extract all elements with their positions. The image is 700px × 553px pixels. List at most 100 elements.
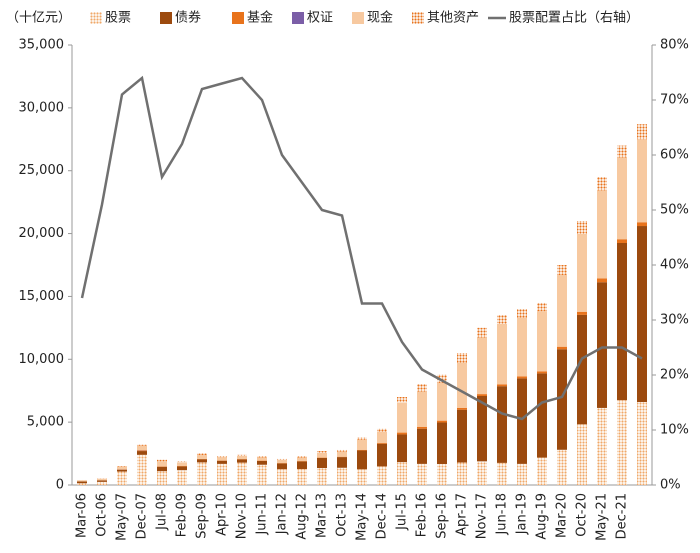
bar-segment (477, 395, 487, 462)
bar-segment (417, 384, 427, 392)
bar-segment (437, 464, 447, 485)
bar-segment (117, 471, 127, 485)
legend-label: 现金 (367, 10, 393, 26)
bar-segment (457, 409, 467, 463)
bar-segment (97, 481, 107, 485)
bar-segment (397, 462, 407, 485)
x-tick-label: Apr-10 (215, 493, 230, 536)
bar-segment (477, 394, 487, 396)
bar-segment (177, 461, 187, 463)
bar-segment (77, 481, 87, 484)
x-tick-label: Jul-15 (395, 493, 410, 531)
x-tick-label: May-07 (115, 493, 130, 541)
bar-segment (117, 466, 127, 467)
legend-swatch (412, 12, 424, 24)
bar-segment (517, 378, 527, 464)
bar-segment (377, 428, 387, 432)
x-tick-label: Feb-16 (415, 493, 430, 537)
bar-segment (477, 327, 487, 338)
y-tick-label: 15,000 (19, 289, 65, 304)
bar-segment (317, 457, 327, 469)
bar-segment (497, 315, 507, 324)
bar-segment (537, 457, 547, 485)
bar-segment (297, 456, 307, 458)
x-tick-label: Mar-20 (555, 493, 570, 538)
bar-segment (537, 373, 547, 458)
bar-segment (517, 376, 527, 379)
y-tick-label: 5,000 (27, 415, 64, 430)
bar-segment (197, 453, 207, 456)
y2-tick-label: 50% (660, 203, 689, 218)
bar-segment (157, 459, 167, 462)
bar-segment (217, 456, 227, 458)
legend-label: 股票配置占比（右轴） (509, 11, 639, 26)
bar-segment (457, 462, 467, 485)
bar-segment (237, 459, 247, 463)
bar-segment (597, 407, 607, 485)
bar-segment (257, 456, 267, 458)
bar-segment (577, 221, 587, 234)
bar-segment (617, 145, 627, 158)
bar-segment (297, 469, 307, 485)
bar-segment (397, 434, 407, 463)
bar-segment (597, 190, 607, 279)
bar-segment (297, 461, 307, 470)
bar-segment (197, 462, 207, 485)
x-tick-label: Mar-13 (315, 493, 330, 538)
bar-segment (377, 431, 387, 444)
bar-segment (497, 384, 507, 387)
x-tick-label: Aug-19 (535, 493, 550, 540)
x-tick-label: Jun-18 (495, 493, 510, 536)
legend-swatch (160, 12, 172, 24)
x-tick-label: Mar-06 (75, 493, 90, 538)
bar-segment (197, 455, 207, 459)
bar-segment (237, 454, 247, 456)
y2-tick-label: 0% (660, 478, 681, 493)
bar-segment (537, 302, 547, 312)
y-tick-label: 10,000 (19, 352, 65, 367)
bar-segment (577, 424, 587, 485)
bar-segment (637, 226, 647, 403)
y-tick-label: 35,000 (19, 38, 65, 53)
x-tick-label: Oct-13 (335, 493, 350, 537)
legend-label: 债券 (175, 10, 201, 26)
y-tick-label: 25,000 (19, 163, 65, 178)
bar-segment (77, 483, 87, 485)
legend-swatch (352, 12, 364, 24)
bar-segment (537, 371, 547, 374)
y2-tick-label: 20% (660, 368, 689, 383)
bar-segment (277, 463, 287, 470)
y-tick-label: 20,000 (19, 226, 65, 241)
bar-segment (137, 451, 147, 455)
bar-segment (117, 469, 127, 472)
bar-segment (377, 443, 387, 444)
y2-tick-label: 10% (660, 423, 689, 438)
bar-segment (137, 445, 147, 451)
x-tick-label: Apr-17 (455, 493, 470, 536)
x-tick-label: May-14 (355, 493, 370, 541)
x-tick-label: Dec-21 (615, 493, 630, 539)
bar-segment (457, 362, 467, 408)
bar-segment (457, 353, 467, 363)
y2-tick-label: 40% (660, 258, 689, 273)
bar-segment (257, 464, 267, 485)
x-tick-label: Jul-08 (155, 493, 170, 531)
legend-swatch (90, 12, 102, 24)
y2-tick-label: 80% (660, 38, 689, 53)
bar-segment (437, 374, 447, 383)
bar-segment (457, 407, 467, 410)
bar-segment (277, 459, 287, 464)
bar-segment (557, 275, 567, 347)
bar-segment (97, 479, 107, 481)
bar-segment (257, 457, 267, 461)
legend-label: 基金 (247, 10, 273, 26)
bar-segment (417, 391, 427, 427)
y-axis-label: （十亿元） (6, 11, 71, 26)
bar-segment (617, 243, 627, 401)
bar-segment (377, 466, 387, 485)
y-tick-label: 30,000 (19, 100, 65, 115)
bar-segment (497, 462, 507, 485)
bar-segment (317, 451, 327, 453)
bar-segment (437, 422, 447, 465)
legend-label: 股票 (105, 11, 131, 26)
